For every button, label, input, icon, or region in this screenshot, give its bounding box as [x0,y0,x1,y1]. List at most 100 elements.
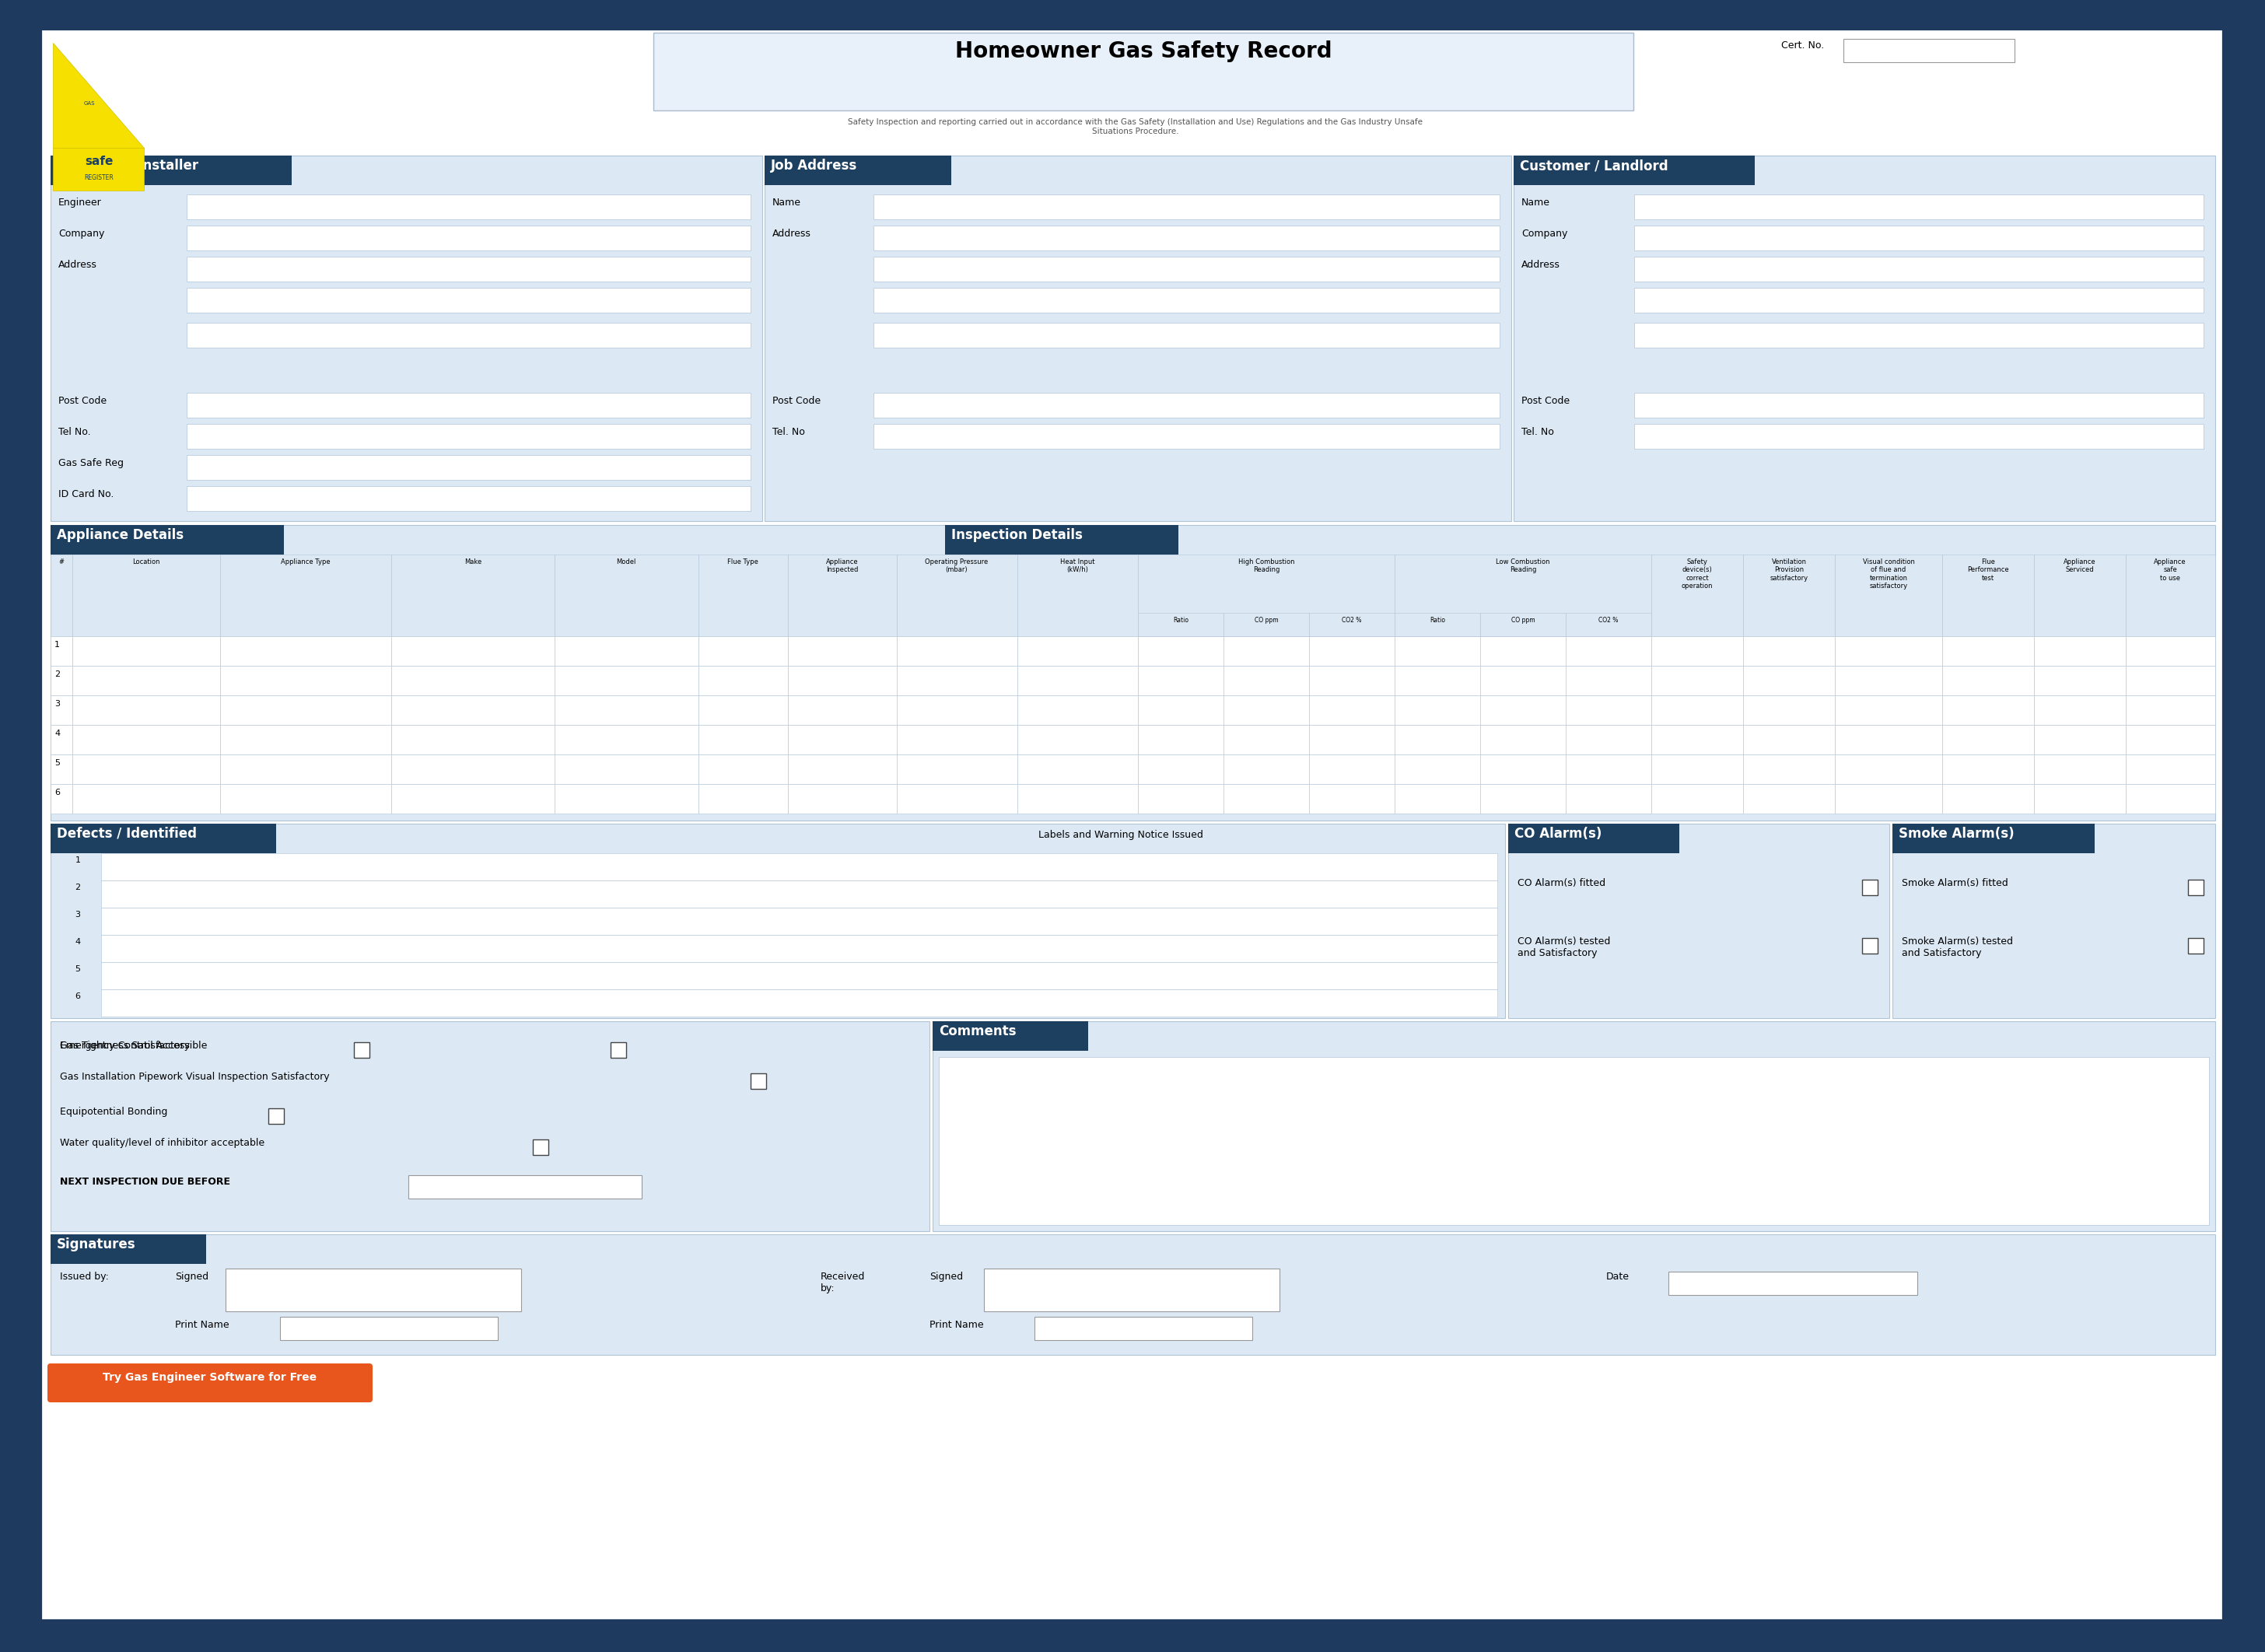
Bar [2127,785,2215,813]
Text: Gas Tightness Satisfactory: Gas Tightness Satisfactory [59,1041,190,1051]
Bar [1565,755,1651,785]
Bar [1941,725,2034,755]
Bar [186,256,750,281]
Text: 6: 6 [54,788,59,796]
Text: Address: Address [1522,259,1561,269]
Text: Gas Safe Reg: Gas Safe Reg [59,458,125,468]
Bar [1941,636,2034,666]
Text: GAS: GAS [84,101,95,106]
Bar [1137,636,1223,666]
Bar [186,322,750,347]
Bar [698,695,788,725]
FancyBboxPatch shape [48,1363,371,1403]
Bar [874,226,1499,251]
Bar [1651,695,1744,725]
Text: Print Name: Print Name [929,1320,983,1330]
Bar [1395,555,1651,636]
Bar [392,755,555,785]
Bar [1137,755,1395,785]
Bar [532,1140,548,1155]
Bar [1137,785,1395,813]
Text: CO2 %: CO2 % [1341,616,1361,624]
Bar [1223,725,1309,755]
Bar [186,425,750,449]
Text: safe: safe [84,155,113,167]
Text: Tel. No: Tel. No [1522,426,1554,438]
Bar [50,755,72,785]
Bar [1862,938,1878,953]
Bar [1481,695,1565,725]
Bar [102,907,1497,935]
Bar [938,1057,2208,1226]
Bar [102,961,1497,990]
Bar [1481,666,1565,695]
Bar [1835,785,1941,813]
Text: Water quality/level of inhibitor acceptable: Water quality/level of inhibitor accepta… [59,1138,265,1148]
Bar [2127,636,2215,666]
Bar [392,695,555,725]
Bar [788,555,897,636]
Text: Inspection Details: Inspection Details [951,529,1083,542]
Bar [281,1317,498,1340]
Bar [220,755,392,785]
Bar [392,725,555,755]
Bar [1395,695,1481,725]
Bar [555,695,698,725]
Bar [72,666,220,695]
Bar [72,636,220,666]
Text: Appliance
Serviced: Appliance Serviced [2063,558,2095,573]
Bar [1395,785,1651,813]
Bar [1651,785,1744,813]
Bar [788,785,897,813]
Bar [186,195,750,220]
Text: Cert. No.: Cert. No. [1780,40,1823,51]
Text: 5: 5 [75,965,82,973]
Text: CO ppm: CO ppm [1511,616,1536,624]
Bar [945,525,1178,555]
Bar [1633,425,2204,449]
Bar [52,147,145,190]
Text: Post Code: Post Code [1522,396,1570,406]
Bar [1651,755,1744,785]
Bar [897,755,1017,785]
Bar [698,785,788,813]
Bar [1137,725,1223,755]
Bar [788,666,897,695]
Bar [698,725,788,755]
Bar [1395,636,1481,666]
Bar [788,725,897,755]
Bar [50,1234,206,1264]
Text: Post Code: Post Code [59,396,106,406]
Bar [2034,555,2127,636]
Bar [555,555,698,636]
Bar [50,666,72,695]
Bar [186,454,750,479]
Bar [1017,725,1137,755]
Text: Ventilation
Provision
satisfactory: Ventilation Provision satisfactory [1769,558,1807,582]
Text: NEXT INSPECTION DUE BEFORE: NEXT INSPECTION DUE BEFORE [59,1176,231,1186]
Bar [50,525,2215,821]
Bar [1651,725,1744,755]
Text: Flue Type: Flue Type [727,558,759,565]
Bar [392,555,555,636]
Bar [2034,636,2127,666]
Text: Safety
device(s)
correct
operation: Safety device(s) correct operation [1681,558,1712,590]
Text: Engineer: Engineer [59,198,102,208]
Bar [1941,695,2034,725]
Text: CO Alarm(s) tested
and Satisfactory: CO Alarm(s) tested and Satisfactory [1518,937,1610,958]
Bar [750,1074,766,1089]
Bar [1137,555,1395,636]
Bar [392,666,555,695]
Bar [788,636,897,666]
Bar [1565,785,1651,813]
Bar [1565,613,1651,636]
Text: Equipotential Bonding: Equipotential Bonding [59,1107,168,1117]
Bar [102,990,1497,1016]
Bar [1844,40,2014,63]
Text: Ratio: Ratio [1173,616,1189,624]
Text: Defects / Identified: Defects / Identified [57,826,197,841]
Bar [897,636,1017,666]
Text: Appliance
safe
to use: Appliance safe to use [2154,558,2186,582]
Bar [1223,785,1309,813]
Bar [1835,636,1941,666]
